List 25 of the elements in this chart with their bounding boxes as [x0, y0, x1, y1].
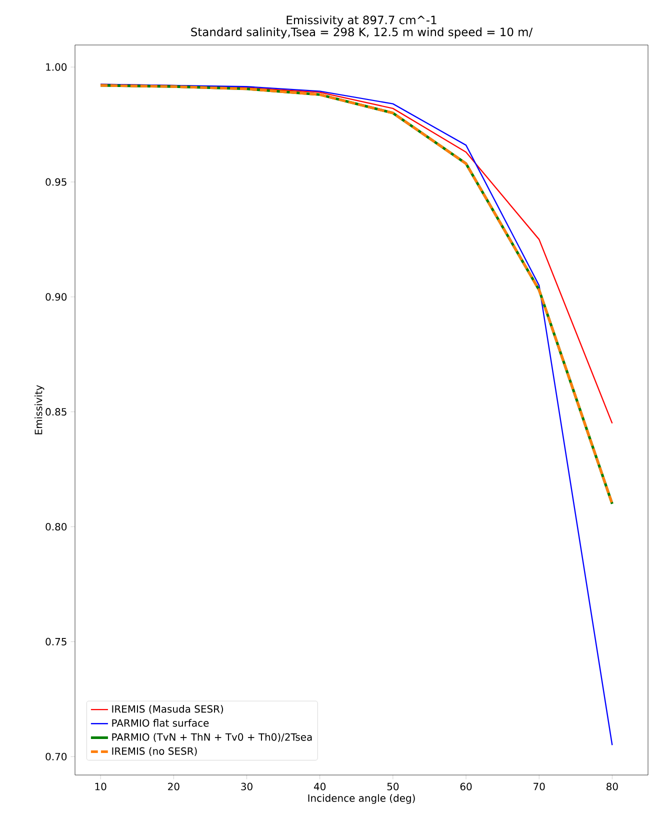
x-tick-label: 50	[387, 782, 399, 790]
x-axis-title: Incidence angle (deg)	[308, 794, 415, 804]
x-tick-label: 10	[95, 782, 106, 790]
y-tick-label: 0.75	[46, 638, 66, 646]
y-axis-title: Emissivity	[34, 385, 44, 434]
legend-label: PARMIO (TvN + ThN + Tv0 + Th0)/2Tsea	[112, 733, 312, 742]
legend-label: PARMIO flat surface	[112, 719, 209, 727]
x-tick-label: 70	[534, 782, 545, 790]
legend-label: IREMIS (no SESR)	[112, 747, 197, 756]
legend-label: IREMIS (Masuda SESR)	[112, 705, 224, 714]
y-tick-label: 1.00	[46, 63, 67, 71]
chart-subtitle: Standard salinity,Tsea = 298 K, 12.5 m wind speed = 10 m/	[191, 27, 533, 38]
x-tick-label: 40	[314, 782, 326, 790]
line-series	[99, 84, 614, 506]
x-tick-label: 20	[168, 782, 180, 790]
y-tick-label: 0.90	[46, 293, 67, 301]
y-tick-label: 0.70	[46, 752, 67, 760]
y-tick-label: 0.80	[46, 522, 67, 531]
y-tick-label: 0.95	[46, 178, 66, 186]
chart-title: Emissivity at 897.7 cm^-1	[286, 15, 436, 27]
line-series	[100, 84, 613, 746]
x-tick-label: 60	[460, 782, 472, 790]
x-tick-label: 30	[241, 782, 252, 790]
y-tick-label: 0.85	[46, 408, 66, 416]
x-tick-label: 80	[606, 782, 618, 790]
